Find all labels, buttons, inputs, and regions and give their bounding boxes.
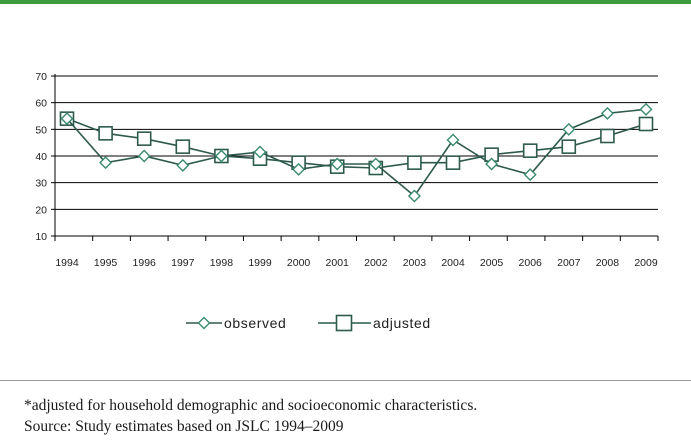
legend-observed-marker [197,316,211,330]
adjusted-point-2006 [522,143,538,158]
adjusted-point-2009 [638,116,654,132]
y-tick-label-50: 50 [35,124,47,136]
y-tick-label-60: 60 [35,98,47,110]
observed-point-2008 [600,106,614,120]
x-tick-label-2009: 2009 [634,257,658,269]
x-tick-label-2008: 2008 [596,257,620,269]
x-tick-label-1995: 1995 [94,257,118,269]
observed-point-2005 [485,157,499,171]
legend-adjusted-label: adjusted [373,315,431,331]
observed-point-2007 [562,122,576,136]
x-tick-label-1996: 1996 [133,257,157,269]
observed-point-1998 [214,149,228,163]
x-tick-labels: 1994 1995 1996 1997 1998 1999 2000 2001 2002 2003… [55,257,658,269]
series-observed [60,102,653,203]
x-tick-label-1994: 1994 [55,257,79,269]
adjusted-point-2007 [561,139,577,154]
adjusted-point-2008 [600,128,615,144]
observed-point-1999 [253,145,267,159]
x-tick-label-2002: 2002 [364,257,388,269]
footnotes: *adjusted for household demographic and … [24,395,681,437]
observed-point-2006 [523,168,537,182]
y-tick-label-70: 70 [35,71,47,83]
series-layer [59,102,654,203]
observed-point-2000 [292,162,306,176]
y-tick-label-10: 10 [35,231,47,243]
y-tick-label-20: 20 [35,204,47,216]
observed-point-2001 [330,157,344,171]
observed-point-1995 [99,156,113,170]
series-adjusted [59,111,654,176]
footnote-divider [0,380,691,381]
x-tick-label-2004: 2004 [441,257,465,269]
observed-point-1997 [176,158,190,172]
legend-observed-label: observed [224,315,286,331]
x-tick-label-2001: 2001 [326,257,350,269]
observed-point-2009 [639,102,653,116]
adjusted-point-2003 [407,155,422,170]
x-tick-label-2005: 2005 [480,257,504,269]
y-tick-label-30: 30 [35,178,47,190]
adjusted-point-1997 [175,139,191,154]
legend-adjusted-marker [335,314,353,332]
footnote-source: Source: Study estimates based on JSLC 19… [24,418,344,435]
adjusted-line [66,117,647,169]
observed-point-1994 [60,112,74,126]
adjusted-point-1995 [98,126,113,141]
x-tick-label-2007: 2007 [557,257,581,269]
gridlines [55,75,658,210]
observed-line [66,108,647,198]
observed-point-2003 [407,189,421,203]
top-color-band [0,0,691,4]
x-tick-label-2003: 2003 [403,257,427,269]
x-tick-label-1998: 1998 [210,257,234,269]
adjusted-point-1996 [136,131,152,146]
footnote-adjusted: *adjusted for household demographic and … [24,397,478,414]
adjusted-point-2004 [445,155,461,170]
x-tick-label-2000: 2000 [287,257,311,269]
observed-point-1996 [137,149,151,163]
observed-point-2002 [369,157,383,171]
x-tick-label-2006: 2006 [519,257,543,269]
observed-point-2004 [446,133,460,147]
x-tick-label-1997: 1997 [171,257,195,269]
y-tick-labels: 10 20 30 40 50 60 70 [35,71,47,243]
x-tick-label-1999: 1999 [248,257,272,269]
legend: observed adjusted [186,314,431,332]
axes [51,74,659,241]
line-chart: 10 20 30 40 50 60 70 1994 1995 1996 1997 1998 1999 2… [35,71,659,332]
y-tick-label-40: 40 [35,151,47,163]
